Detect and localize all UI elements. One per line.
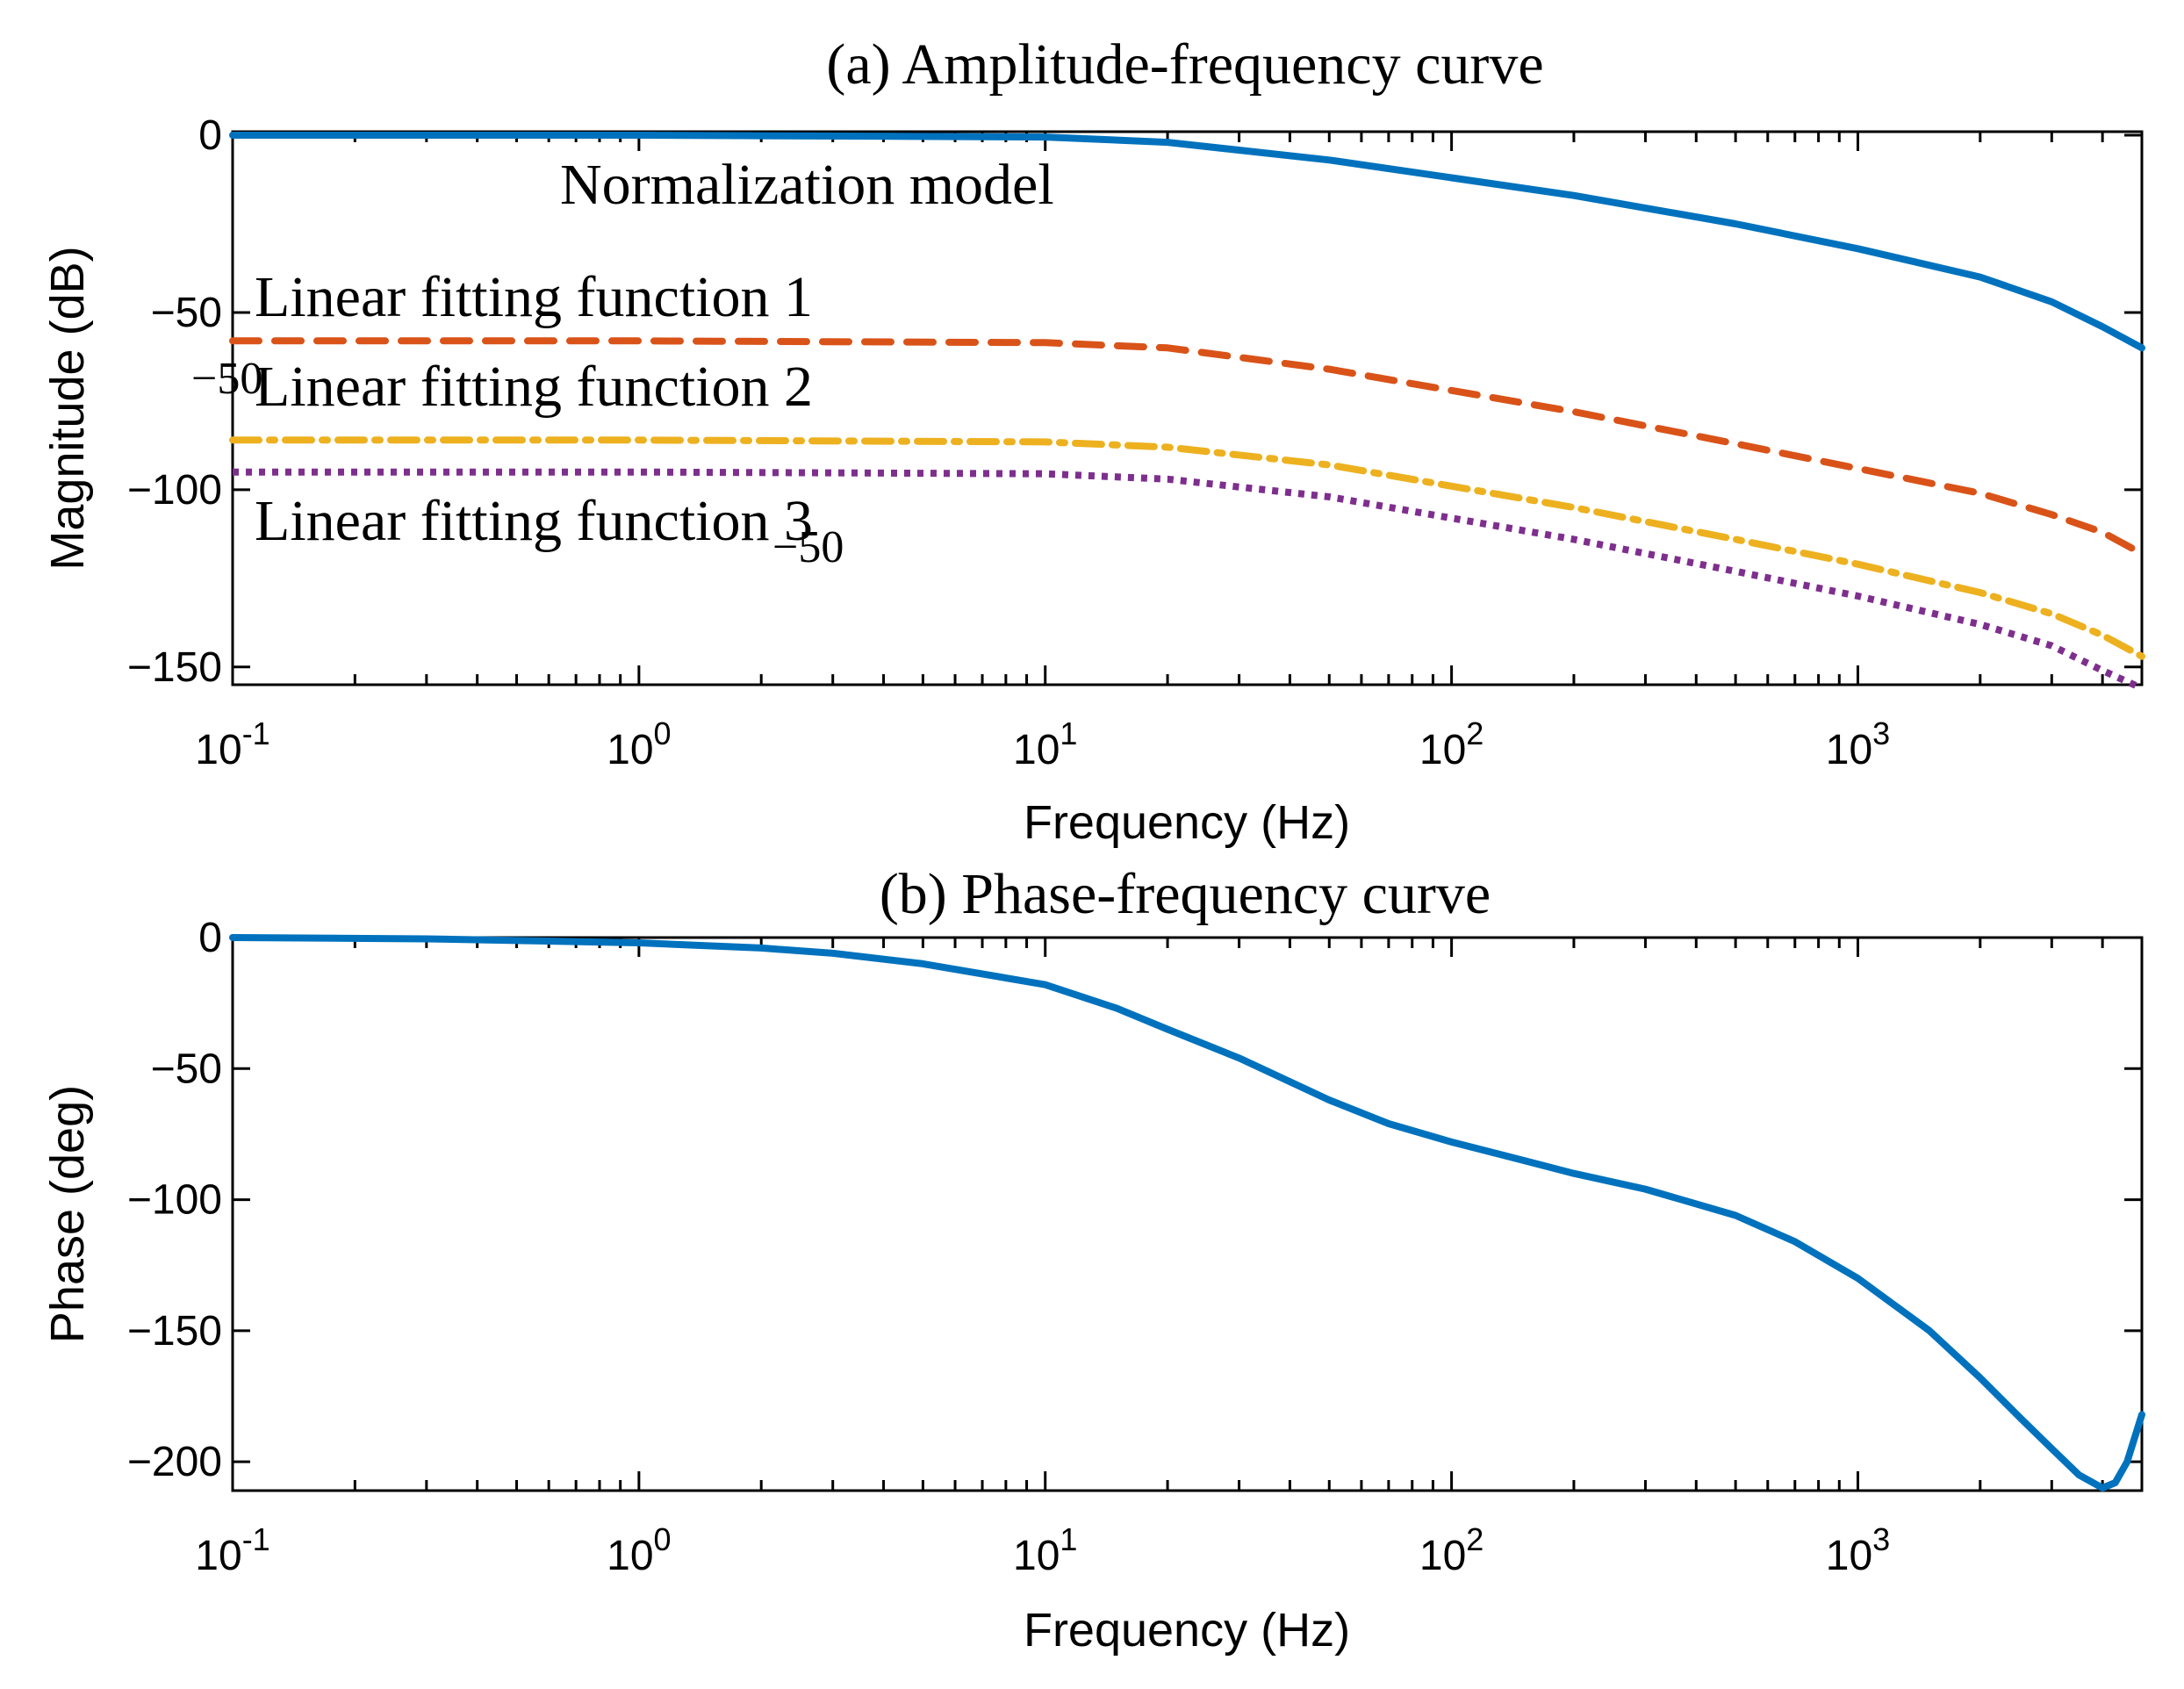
chart-title-amplitude: (a) Amplitude-frequency curve	[826, 32, 1543, 97]
series-line-amplitude-2	[229, 337, 2145, 557]
y-axis-label-phase: Phase (deg)	[41, 1085, 94, 1343]
y-tick-labels-amplitude: 0 −50 −100 −150	[127, 112, 222, 691]
y-tick-label: −100	[127, 1177, 222, 1224]
series-group-amplitude	[229, 132, 2145, 692]
ticks-phase	[231, 936, 2144, 1491]
plot-frame-amplitude	[231, 130, 2144, 686]
y-tick-labels-phase: 0 −50 −100 −150 −200	[127, 915, 222, 1485]
x-tick-label: 100	[607, 715, 671, 773]
panel-amplitude: (a) Amplitude-frequency curve 0 −50 −100 −1…	[41, 32, 2145, 849]
plot-frame-phase	[231, 936, 2144, 1492]
x-tick-label: 100	[607, 1521, 671, 1579]
stray-label-2: −50	[772, 522, 844, 572]
x-axis-label-phase: Frequency (Hz)	[1024, 1604, 1350, 1657]
annotation-linear-fitting-2: Linear fitting function 2	[255, 355, 813, 419]
x-tick-label: 101	[1013, 1521, 1077, 1579]
x-tick-label: 10-1	[195, 1521, 269, 1579]
x-tick-label: 103	[1826, 1521, 1890, 1579]
y-tick-label: −100	[127, 467, 222, 514]
y-axis-label-amplitude: Magnitude (dB)	[41, 246, 94, 570]
y-tick-label: −150	[127, 644, 222, 691]
series-line-amplitude-4	[233, 468, 2144, 692]
series-group-phase	[229, 934, 2145, 1491]
series-line-phase-1	[229, 934, 2145, 1491]
chart-title-phase: (b) Phase-frequency curve	[880, 862, 1491, 926]
stray-label-1: −50	[191, 354, 262, 404]
y-tick-label: −200	[127, 1439, 222, 1485]
annotation-linear-fitting-3: Linear fitting function 3	[255, 489, 813, 553]
x-tick-label: 10-1	[195, 715, 269, 773]
x-tick-labels-phase: 10-1 100 101 102 103	[195, 1521, 1890, 1579]
y-tick-label: 0	[198, 915, 222, 961]
x-tick-label: 102	[1419, 715, 1484, 773]
y-tick-label: 0	[198, 112, 222, 159]
x-axis-label-amplitude: Frequency (Hz)	[1024, 796, 1350, 849]
y-tick-label: −50	[151, 290, 222, 336]
panel-phase: (b) Phase-frequency curve 0 −50 −100 −150 −2…	[41, 862, 2145, 1657]
x-tick-label: 103	[1826, 715, 1890, 773]
x-tick-label: 101	[1013, 715, 1077, 773]
x-tick-labels-amplitude: 10-1 100 101 102 103	[195, 715, 1890, 773]
series-line-amplitude-1	[229, 132, 2145, 352]
annotation-linear-fitting-1: Linear fitting function 1	[255, 265, 813, 329]
series-line-amplitude-3	[229, 436, 2145, 660]
annotation-normalization-model: Normalization model	[560, 153, 1054, 217]
y-tick-label: −50	[151, 1046, 222, 1092]
y-tick-label: −150	[127, 1308, 222, 1355]
x-tick-label: 102	[1419, 1521, 1484, 1579]
